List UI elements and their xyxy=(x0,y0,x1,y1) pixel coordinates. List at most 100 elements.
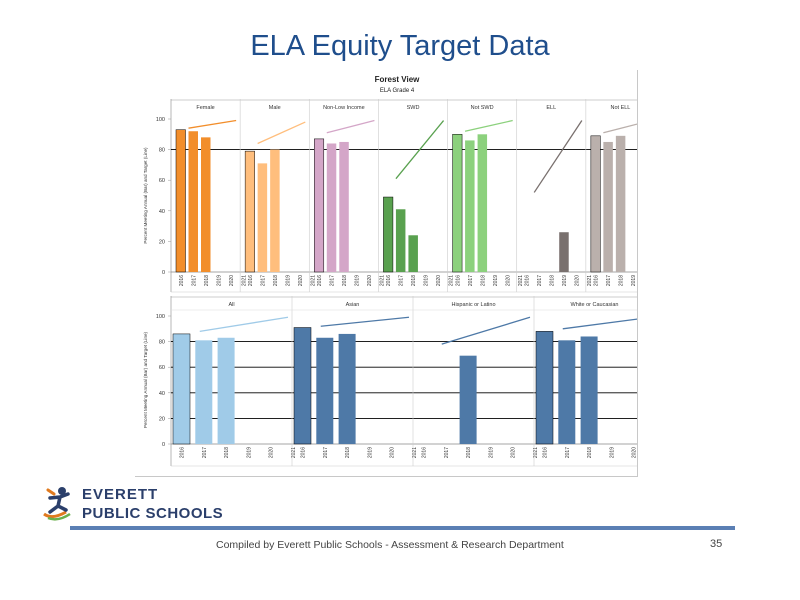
bar-not-ell-2016 xyxy=(590,135,601,273)
x-tick-label: 2020 xyxy=(390,447,396,458)
bar-not-ell-2017 xyxy=(603,141,613,272)
bar-white-or-caucasian-2016 xyxy=(535,331,554,445)
target-line-female xyxy=(188,119,237,129)
group-header-2: Hispanic or Latino xyxy=(451,302,495,308)
target-line-not-swd xyxy=(464,119,513,132)
target-line-swd xyxy=(395,120,445,180)
equity-chart: Forest View ELA Grade 4 0 20 40 60 80 100 Percen… xyxy=(143,75,637,467)
x-tick-label: 2019 xyxy=(493,275,499,286)
bar-asian-2016 xyxy=(293,327,312,445)
y-tick-label: 0 xyxy=(162,442,165,448)
x-tick-label: 2021 xyxy=(241,275,247,286)
y-tick-label: 60 xyxy=(159,178,165,184)
group-header-2: Non-Low Income xyxy=(323,105,365,111)
target-line-asian xyxy=(320,316,410,327)
x-tick-label: 2021 xyxy=(412,447,418,458)
x-tick-label: 2016 xyxy=(301,447,307,458)
group-header-3: White or Caucasian xyxy=(571,302,619,308)
y-tick-label: 60 xyxy=(159,365,165,371)
x-tick-label: 2020 xyxy=(632,447,637,458)
y-tick-label: 40 xyxy=(159,209,165,215)
x-tick-label: 2019 xyxy=(631,275,637,286)
bar-white-or-caucasian-2017 xyxy=(558,340,576,444)
everett-logo: EVERETT PUBLIC SCHOOLS xyxy=(40,484,240,528)
runner-logo-icon xyxy=(43,487,71,521)
x-tick-label: 2018 xyxy=(345,447,351,458)
x-tick-label: 2019 xyxy=(562,275,568,286)
group-header-1: Asian xyxy=(346,302,360,308)
x-tick-label: 2021 xyxy=(533,447,539,458)
target-line-non-low-income xyxy=(326,119,375,134)
x-tick-label: 2016 xyxy=(179,275,185,286)
x-tick-label: 2017 xyxy=(260,275,266,286)
footer-credit: Compiled by Everett Public Schools - Ass… xyxy=(216,539,564,551)
y-tick-label: 40 xyxy=(159,391,165,397)
bar-non-low-income-2017 xyxy=(326,143,337,272)
bar-not-ell-2018 xyxy=(615,135,626,272)
x-tick-label: 2018 xyxy=(587,447,593,458)
x-tick-label: 2018 xyxy=(480,275,486,286)
x-tick-label: 2019 xyxy=(424,275,430,286)
x-tick-label: 2020 xyxy=(367,275,373,286)
x-tick-label: 2016 xyxy=(543,447,549,458)
x-tick-label: 2020 xyxy=(511,447,517,458)
bar-male-2017 xyxy=(257,163,268,272)
x-tick-label: 2016 xyxy=(386,275,392,286)
x-tick-label: 2018 xyxy=(224,447,230,458)
bar-not-swd-2016 xyxy=(452,134,463,273)
x-tick-label: 2018 xyxy=(466,447,472,458)
x-tick-label: 2018 xyxy=(619,275,625,286)
x-tick-label: 2019 xyxy=(355,275,361,286)
x-tick-label: 2019 xyxy=(488,447,494,458)
x-tick-label: 2016 xyxy=(594,275,600,286)
logo-text-line1: EVERETT xyxy=(82,486,159,503)
group-header-0: Female xyxy=(196,105,214,111)
x-tick-label: 2016 xyxy=(317,275,323,286)
bar-swd-2018 xyxy=(408,235,418,272)
x-tick-label: 2020 xyxy=(298,275,304,286)
group-header-5: ELL xyxy=(546,105,556,111)
x-tick-label: 2018 xyxy=(411,275,417,286)
bar-asian-2017 xyxy=(316,337,334,444)
chart-subtitle: ELA Grade 4 xyxy=(380,88,415,94)
x-tick-label: 2018 xyxy=(342,275,348,286)
x-tick-label: 2019 xyxy=(367,447,373,458)
y-tick-label: 20 xyxy=(159,416,165,422)
bar-female-2017 xyxy=(188,131,198,272)
bar-swd-2016 xyxy=(383,196,394,273)
x-tick-label: 2021 xyxy=(310,275,316,286)
x-tick-label: 2020 xyxy=(574,275,580,286)
x-tick-label: 2017 xyxy=(537,275,543,286)
group-header-0: All xyxy=(228,302,234,308)
x-tick-label: 2021 xyxy=(518,275,524,286)
bar-all-2018 xyxy=(217,337,235,444)
y-tick-label: 80 xyxy=(159,340,165,346)
group-header-1: Male xyxy=(269,105,281,111)
chart-title: Forest View xyxy=(375,75,421,84)
x-tick-label: 2019 xyxy=(216,275,222,286)
x-tick-label: 2016 xyxy=(248,275,254,286)
bar-not-swd-2018 xyxy=(477,134,488,272)
bar-male-2018 xyxy=(270,149,280,272)
group-header-4: Not SWD xyxy=(471,105,494,111)
target-line-white-or-caucasian xyxy=(562,318,637,330)
x-tick-label: 2018 xyxy=(549,275,555,286)
target-line-hispanic-or-latino xyxy=(441,316,531,345)
y-tick-label: 100 xyxy=(156,314,165,320)
logo-text-line2: PUBLIC SCHOOLS xyxy=(82,505,224,522)
x-tick-label: 2016 xyxy=(422,447,428,458)
x-tick-label: 2017 xyxy=(399,275,405,286)
target-line-all xyxy=(199,316,289,333)
bar-white-or-caucasian-2018 xyxy=(580,336,598,444)
slide-title: ELA Equity Target Data xyxy=(250,30,550,62)
bar-ell-2019 xyxy=(559,232,569,272)
x-tick-label: 2020 xyxy=(505,275,511,286)
x-tick-label: 2017 xyxy=(468,275,474,286)
y-tick-label: 100 xyxy=(156,117,165,123)
x-tick-label: 2021 xyxy=(449,275,455,286)
x-tick-label: 2017 xyxy=(202,447,208,458)
x-tick-label: 2021 xyxy=(380,275,386,286)
bar-female-2018 xyxy=(201,137,211,272)
bar-not-swd-2017 xyxy=(465,140,475,272)
x-tick-label: 2019 xyxy=(246,447,252,458)
